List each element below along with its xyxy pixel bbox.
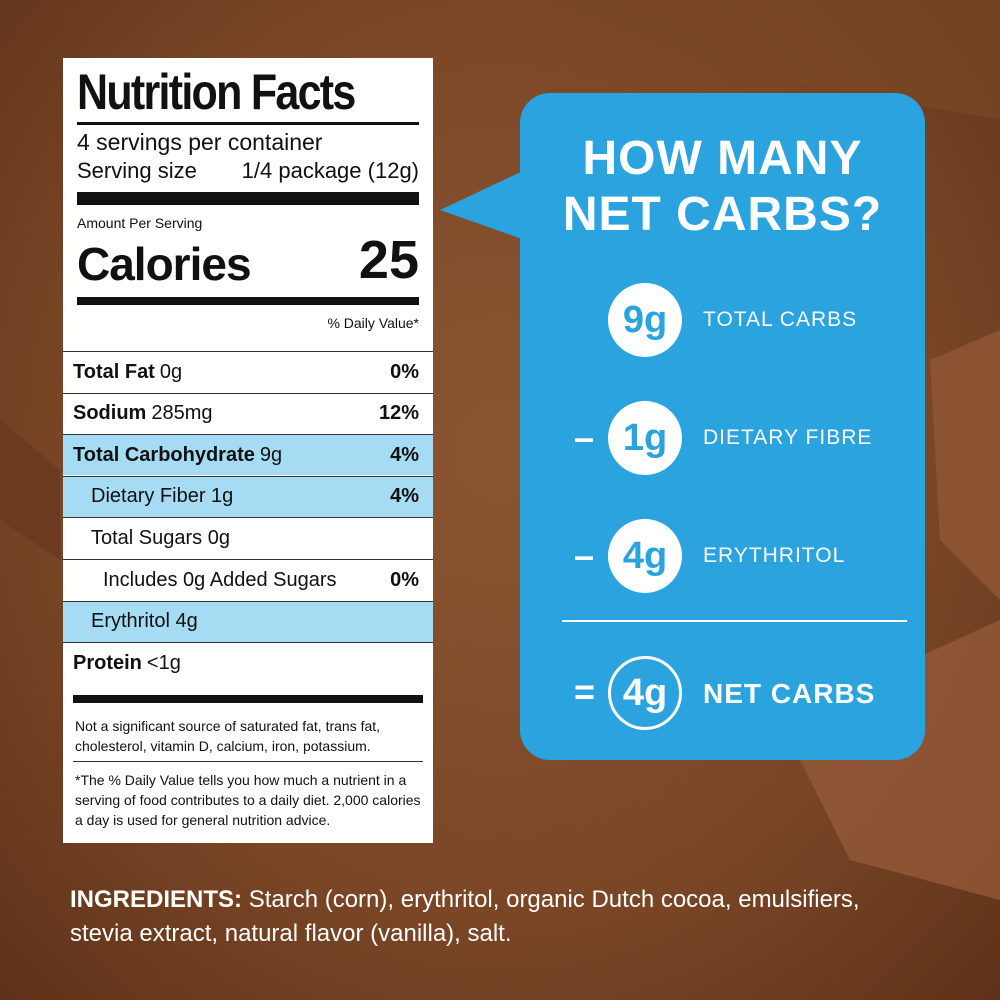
daily-value: 0%	[390, 360, 419, 383]
nutrient-row: Total Sugars 0g	[63, 517, 433, 558]
calories: 25	[358, 230, 419, 290]
nutrient-name: Dietary Fiber 1g	[91, 485, 234, 508]
ingredients-label: INGREDIENTS:	[70, 886, 243, 913]
step-value: 1g	[608, 401, 682, 475]
bubble-pointer	[440, 170, 525, 240]
nutrient-row: Protein <1g	[63, 642, 433, 683]
result-label: NET CARBS	[703, 678, 876, 709]
step-label: ERYTHRITOL	[703, 544, 846, 567]
net-carbs-panel: HOW MANY NET CARBS? 9g TOTAL CARBS –1g DIET…	[520, 93, 925, 760]
daily-value: 12%	[378, 402, 419, 425]
nutrient-name: Total Sugars 0g	[91, 526, 230, 549]
calories-label: Calories	[77, 238, 252, 290]
nutrient-row: Includes 0g Added Sugars 0%	[63, 559, 433, 600]
ingredients-text: Starch (corn), erythritol, organic Dutch…	[70, 886, 860, 947]
nutrient-name: Sodium	[73, 402, 147, 425]
ingredients: INGREDIENTS: Starch (corn), erythritol, …	[70, 883, 890, 951]
daily-value: 0%	[390, 568, 419, 591]
amount-per-serving: Amount Per Serving	[77, 215, 203, 231]
nutrient-amount: <1g	[146, 651, 181, 674]
panel-title: NET CARBS?	[562, 188, 883, 241]
nutrition-label: Nutrition Facts 4 servings per container…	[63, 58, 433, 843]
label-title: Nutrition Facts	[77, 64, 356, 120]
operator: –	[574, 417, 595, 458]
step-value: 4g	[608, 519, 682, 593]
daily-value-header: % Daily Value*	[327, 315, 419, 331]
operator: –	[574, 535, 595, 576]
panel-title: HOW MANY	[582, 132, 863, 185]
result-value: 4g	[608, 656, 682, 730]
nutrient-name: Total Fat	[73, 360, 155, 383]
nutrient-row: Total Carbohydrate 9g 4%	[63, 434, 433, 476]
daily-value: 4%	[390, 485, 419, 508]
nutrient-amount: 9g	[259, 443, 283, 466]
footnote: Not a significant source of saturated fa…	[75, 718, 381, 754]
serving-size: 1/4 package (12g)	[241, 158, 419, 183]
nutrient-name: Erythritol 4g	[91, 610, 198, 633]
nutrient-row: Dietary Fiber 1g 4%	[63, 475, 433, 517]
serving-size-label: Serving size	[77, 158, 197, 183]
servings: 4 servings per container	[77, 129, 323, 155]
nutrient-name: Protein	[73, 651, 142, 674]
footnote: *The % Daily Value tells you how much a …	[75, 772, 421, 828]
step-value: 9g	[608, 283, 682, 357]
step-label: DIETARY FIBRE	[703, 426, 873, 449]
nutrient-amount: 285mg	[151, 402, 213, 425]
nutrient-name: Total Carbohydrate	[73, 443, 255, 466]
daily-value: 4%	[390, 443, 419, 466]
nutrient-row: Sodium 285mg 12%	[63, 392, 433, 434]
operator: =	[574, 671, 596, 712]
nutrient-row: Erythritol 4g	[63, 600, 433, 642]
step-label: TOTAL CARBS	[703, 308, 858, 331]
nutrient-name: Includes 0g Added Sugars	[103, 568, 337, 591]
nutrient-amount: 0g	[159, 360, 183, 383]
nutrient-row: Total Fat 0g 0%	[63, 351, 433, 392]
